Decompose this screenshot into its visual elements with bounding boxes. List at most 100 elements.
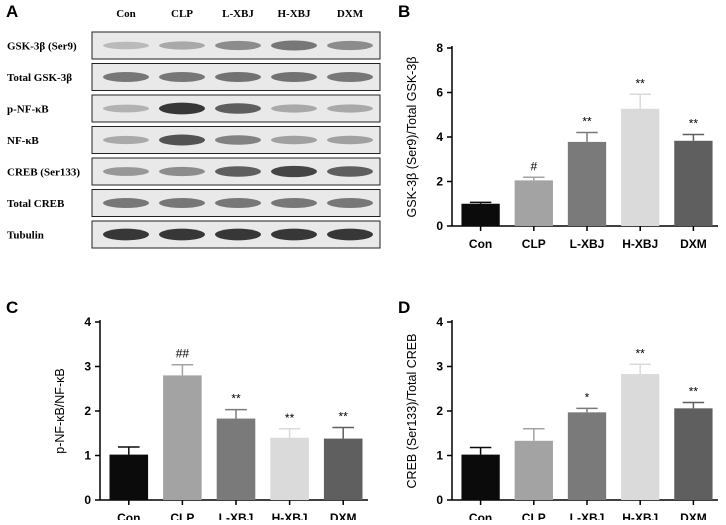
blot-band	[215, 40, 261, 51]
blot-band	[215, 135, 261, 145]
blot-band	[103, 104, 149, 113]
bar	[163, 375, 202, 500]
bar	[109, 454, 149, 500]
bar	[567, 141, 607, 226]
blot-band	[159, 198, 205, 208]
y-tick-label: 0	[84, 493, 91, 507]
blot-band	[271, 228, 317, 241]
panel-letter-a: A	[6, 2, 18, 21]
blot-band	[271, 71, 317, 83]
x-tick-label: DXM	[680, 237, 707, 251]
blot-band	[327, 198, 373, 208]
significance-label: ##	[176, 347, 190, 361]
lane-label: Con	[116, 8, 136, 20]
blot-band	[159, 134, 205, 146]
y-tick-label: 4	[84, 315, 91, 329]
blot-band	[103, 228, 149, 241]
y-axis-title: p-NF-κB/NF-κB	[53, 368, 67, 453]
panel-letter-b: B	[398, 2, 410, 21]
blot-band	[159, 102, 205, 115]
blot-band	[215, 228, 261, 241]
blot-band	[103, 167, 149, 176]
y-axis-title: CREB (Ser133)/Total CREB	[405, 334, 419, 489]
blot-band	[327, 104, 373, 113]
lane-label: L-XBJ	[222, 8, 254, 20]
x-tick-label: Con	[469, 237, 492, 251]
bar	[270, 437, 309, 500]
significance-label: **	[689, 385, 699, 399]
blot-row-label: Tubulin	[7, 230, 44, 242]
significance-label: **	[339, 409, 349, 423]
blot-band	[103, 72, 149, 82]
blot-band	[159, 166, 205, 177]
chart-creb-ratio: 0 1 2 3 4 CREB (Ser133)/Total CREB Con CLP * L-XB…	[405, 315, 718, 525]
x-tick-label: L-XBJ	[219, 511, 254, 520]
y-tick-label: 0	[436, 493, 443, 507]
x-tick-label: H-XBJ	[272, 511, 308, 520]
blot-band	[271, 165, 317, 178]
x-tick-label: DXM	[330, 511, 357, 520]
significance-label: **	[636, 346, 646, 360]
blot-band	[159, 41, 205, 50]
blot-band	[327, 72, 373, 82]
y-tick-label: 0	[436, 219, 443, 233]
bar	[621, 374, 660, 500]
blot-band	[327, 135, 373, 145]
blot-row-label: NF-κB	[7, 135, 39, 147]
y-axis-title: GSK-3β (Ser9)/Total GSK-3β	[405, 57, 419, 218]
x-tick-label: L-XBJ	[570, 511, 605, 520]
x-tick-label: Con	[117, 511, 140, 520]
blot-row-label: Total CREB	[7, 198, 65, 210]
y-tick-label: 4	[436, 315, 443, 329]
bar	[323, 438, 363, 500]
x-tick-label: CLP	[522, 237, 546, 251]
bar	[674, 408, 713, 500]
bar	[461, 203, 500, 226]
x-tick-label: CLP	[170, 511, 194, 520]
lane-label: CLP	[171, 8, 193, 20]
y-tick-label: 4	[436, 130, 443, 144]
y-tick-label: 1	[436, 449, 443, 463]
bar	[461, 454, 500, 500]
blot-band	[327, 166, 373, 177]
bar	[567, 412, 607, 500]
blot-band	[271, 40, 317, 51]
y-tick-label: 1	[84, 449, 91, 463]
bar	[514, 440, 553, 500]
blot-band	[103, 135, 149, 145]
blot-band	[159, 72, 205, 82]
chart-gsk3b-ratio: 0 2 4 6 8 GSK-3β (Ser9)/Total GSK-3β Con # CLP **…	[405, 41, 718, 251]
blot-row-label: Total GSK-3β	[7, 72, 72, 84]
panel-letter-c: C	[6, 298, 18, 317]
bar	[216, 418, 256, 500]
significance-label: *	[585, 390, 590, 404]
blot-band	[271, 198, 317, 208]
significance-label: **	[582, 115, 592, 129]
y-tick-label: 2	[436, 404, 443, 418]
blot-band	[215, 103, 261, 114]
significance-label: **	[231, 392, 241, 406]
blot-band	[215, 71, 261, 83]
bar	[674, 140, 713, 226]
significance-label: **	[285, 411, 295, 425]
x-tick-label: CLP	[522, 511, 546, 520]
y-tick-label: 3	[436, 360, 443, 374]
western-blot-panel: Con CLP L-XBJ H-XBJ DXM GSK-3β (Ser9) Total GS…	[7, 8, 381, 249]
x-tick-label: H-XBJ	[622, 511, 658, 520]
x-tick-label: L-XBJ	[570, 237, 605, 251]
significance-label: **	[636, 76, 646, 90]
blot-band	[327, 228, 373, 241]
blot-row-label: p-NF-κB	[7, 104, 49, 116]
x-tick-label: DXM	[680, 511, 707, 520]
blot-band	[215, 198, 261, 208]
blot-row-label: CREB (Ser133)	[7, 167, 80, 179]
blot-band	[271, 135, 317, 145]
y-tick-label: 8	[436, 41, 443, 55]
y-tick-label: 3	[84, 360, 91, 374]
blot-band	[159, 228, 205, 241]
blot-band	[103, 41, 149, 50]
lane-label: DXM	[337, 8, 364, 20]
bar	[514, 180, 553, 226]
y-tick-label: 6	[436, 86, 443, 100]
